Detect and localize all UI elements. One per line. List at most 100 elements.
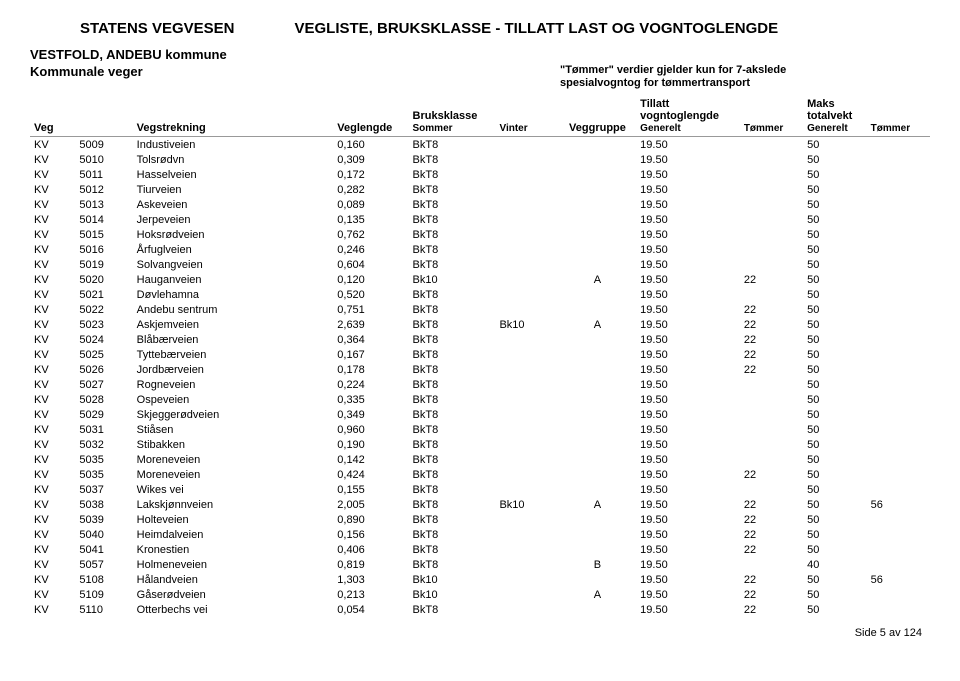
cell-num: 5025: [75, 347, 132, 362]
cell-mv-g: 50: [803, 227, 867, 242]
cell-name: Otterbechs vei: [133, 602, 334, 617]
cell-mv-t: [867, 392, 930, 407]
cell-grp: A: [559, 272, 636, 287]
cell-vogn-g: 19.50: [636, 467, 740, 482]
cell-bk2: [495, 527, 558, 542]
cell-mv-g: 50: [803, 377, 867, 392]
cell-mv-t: [867, 272, 930, 287]
cell-vogn-g: 19.50: [636, 182, 740, 197]
cell-len: 0,335: [333, 392, 408, 407]
cell-mv-t: [867, 467, 930, 482]
cell-num: 5039: [75, 512, 132, 527]
cell-num: 5029: [75, 407, 132, 422]
cell-veg: KV: [30, 422, 75, 437]
cell-name: Gåserødveien: [133, 587, 334, 602]
cell-bk2: [495, 212, 558, 227]
cell-bk: BkT8: [409, 347, 496, 362]
cell-vogn-g: 19.50: [636, 167, 740, 182]
cell-vogn-t: [740, 227, 803, 242]
cell-num: 5110: [75, 602, 132, 617]
table-row: KV5024Blåbærveien0,364BkT819.502250: [30, 332, 930, 347]
cell-name: Ospeveien: [133, 392, 334, 407]
cell-num: 5038: [75, 497, 132, 512]
cell-veg: KV: [30, 407, 75, 422]
cell-grp: [559, 167, 636, 182]
cell-len: 2,005: [333, 497, 408, 512]
cell-mv-t: [867, 452, 930, 467]
cell-bk2: [495, 572, 558, 587]
cell-mv-g: 50: [803, 512, 867, 527]
cell-vogn-t: 22: [740, 347, 803, 362]
cell-mv-t: [867, 437, 930, 452]
cell-veg: KV: [30, 557, 75, 572]
table-row: KV5032Stibakken0,190BkT819.5050: [30, 437, 930, 452]
cell-len: 0,960: [333, 422, 408, 437]
cell-num: 5019: [75, 257, 132, 272]
cell-grp: [559, 242, 636, 257]
cell-name: Hauganveien: [133, 272, 334, 287]
cell-len: 0,282: [333, 182, 408, 197]
cell-name: Stibakken: [133, 437, 334, 452]
cell-mv-t: [867, 482, 930, 497]
cell-len: 0,142: [333, 452, 408, 467]
cell-veg: KV: [30, 197, 75, 212]
cell-mv-g: 50: [803, 437, 867, 452]
cell-mv-g: 40: [803, 557, 867, 572]
cell-len: 0,172: [333, 167, 408, 182]
cell-mv-g: 50: [803, 482, 867, 497]
cell-len: 0,424: [333, 467, 408, 482]
cell-mv-g: 50: [803, 542, 867, 557]
cell-mv-g: 50: [803, 587, 867, 602]
cell-grp: [559, 467, 636, 482]
cell-vogn-g: 19.50: [636, 152, 740, 167]
cell-bk: BkT8: [409, 167, 496, 182]
cell-len: 0,751: [333, 302, 408, 317]
cell-bk: BkT8: [409, 137, 496, 153]
cell-bk: BkT8: [409, 602, 496, 617]
cell-mv-t: [867, 197, 930, 212]
cell-name: Skjeggerødveien: [133, 407, 334, 422]
table-row: KV5108Hålandveien1,303Bk1019.50225056: [30, 572, 930, 587]
cell-mv-t: [867, 317, 930, 332]
cell-veg: KV: [30, 152, 75, 167]
cell-len: 0,604: [333, 257, 408, 272]
cell-grp: [559, 182, 636, 197]
cell-grp: [559, 542, 636, 557]
cell-vogn-t: 22: [740, 527, 803, 542]
cell-vogn-t: [740, 377, 803, 392]
cell-mv-g: 50: [803, 182, 867, 197]
cell-num: 5037: [75, 482, 132, 497]
cell-mv-g: 50: [803, 167, 867, 182]
cell-bk: BkT8: [409, 302, 496, 317]
cell-name: Tolsrødvn: [133, 152, 334, 167]
cell-bk2: [495, 347, 558, 362]
cell-vogn-t: 22: [740, 512, 803, 527]
col-veg: Veg: [30, 96, 75, 137]
cell-veg: KV: [30, 482, 75, 497]
cell-mv-t: [867, 422, 930, 437]
cell-bk2: [495, 512, 558, 527]
table-row: KV5020Hauganveien0,120Bk10A19.502250: [30, 272, 930, 287]
cell-grp: A: [559, 497, 636, 512]
cell-vogn-g: 19.50: [636, 212, 740, 227]
cell-name: Lakskjønnveien: [133, 497, 334, 512]
cell-grp: [559, 347, 636, 362]
cell-bk2: [495, 182, 558, 197]
cell-vogn-t: 22: [740, 362, 803, 377]
cell-num: 5108: [75, 572, 132, 587]
cell-name: Jordbærveien: [133, 362, 334, 377]
table-row: KV5029Skjeggerødveien0,349BkT819.5050: [30, 407, 930, 422]
cell-num: 5024: [75, 332, 132, 347]
table-row: KV5027Rogneveien0,224BkT819.5050: [30, 377, 930, 392]
cell-mv-t: [867, 137, 930, 153]
cell-len: 0,520: [333, 287, 408, 302]
cell-len: 2,639: [333, 317, 408, 332]
cell-grp: [559, 257, 636, 272]
cell-mv-g: 50: [803, 152, 867, 167]
cell-mv-g: 50: [803, 452, 867, 467]
cell-num: 5057: [75, 557, 132, 572]
cell-veg: KV: [30, 332, 75, 347]
cell-name: Hålandveien: [133, 572, 334, 587]
cell-vogn-g: 19.50: [636, 422, 740, 437]
cell-veg: KV: [30, 317, 75, 332]
